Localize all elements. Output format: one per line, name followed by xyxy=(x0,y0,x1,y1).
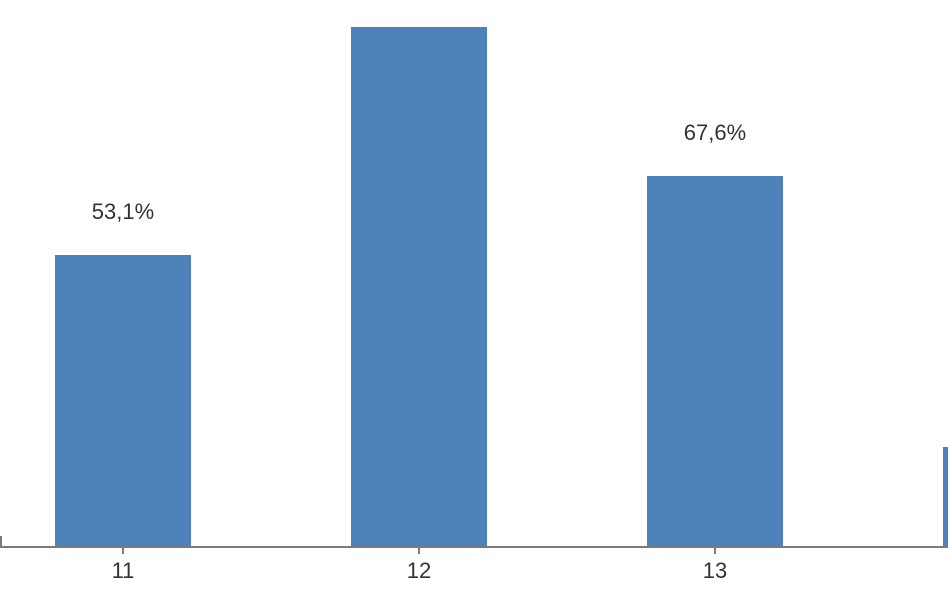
bar-14 xyxy=(943,447,948,546)
x-tick xyxy=(122,546,124,554)
bar-12 xyxy=(351,27,487,547)
x-tick-label: 12 xyxy=(407,558,431,584)
bar-11 xyxy=(55,255,191,546)
bar-chart: 53,1%1194,8%1267,6%1318,0%14 xyxy=(0,0,948,593)
x-tick xyxy=(714,546,716,554)
bar-value-label: 53,1% xyxy=(92,199,154,225)
y-axis-stub xyxy=(0,536,2,548)
x-tick xyxy=(418,546,420,554)
bar-value-label: 67,6% xyxy=(684,120,746,146)
x-tick-label: 13 xyxy=(703,558,727,584)
x-tick-label: 11 xyxy=(112,558,135,584)
bar-13 xyxy=(647,176,783,546)
plot-area: 53,1%1194,8%1267,6%1318,0%14 xyxy=(0,0,948,548)
